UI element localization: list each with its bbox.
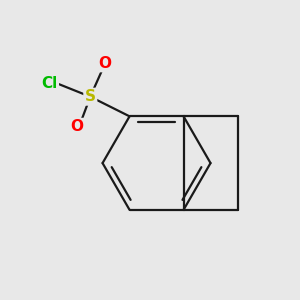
Text: O: O: [71, 119, 84, 134]
Text: S: S: [85, 89, 96, 104]
Text: O: O: [98, 56, 112, 71]
Text: Cl: Cl: [41, 76, 58, 91]
